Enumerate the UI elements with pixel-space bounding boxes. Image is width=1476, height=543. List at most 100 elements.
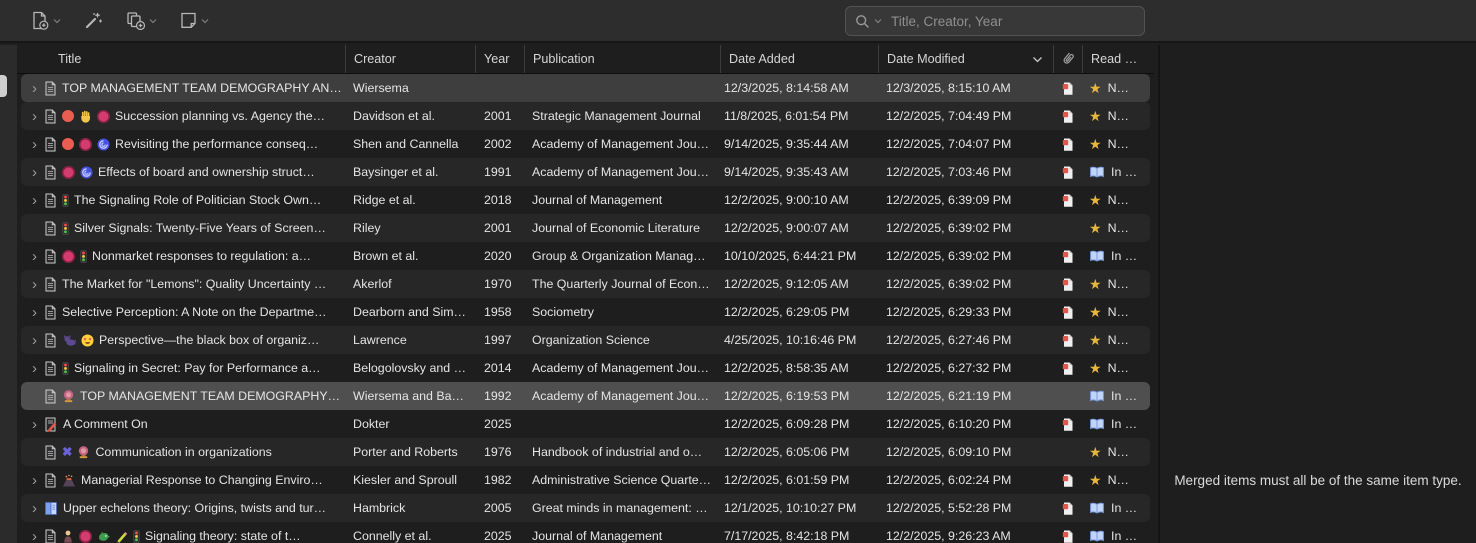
expand-chevron-icon[interactable]: › [32,360,37,376]
table-row[interactable]: › Perspective—the black box of organiz… La… [21,326,1150,354]
table-row[interactable]: › Revisiting the performance conseq… Shen … [21,130,1150,158]
read-status-star-icon: ★ [1089,333,1102,347]
table-row[interactable]: › Nonmarket responses to regulation: a… Br… [21,242,1150,270]
read-status[interactable]: In … [1082,529,1150,543]
collections-pane-tab[interactable] [0,75,7,97]
table-row[interactable]: › Signaling theory: state of t… Connelly e… [21,522,1150,543]
table-row[interactable]: TOP MANAGEMENT TEAM DEMOGRAPHY… Wiersema … [21,382,1150,410]
table-row[interactable]: › Effects of board and ownership struct… B… [21,158,1150,186]
table-row[interactable]: › Managerial Response to Changing Enviro…… [21,466,1150,494]
table-row[interactable]: › A Comment On Dokter 2025 12/2/2025, 6:09:2… [21,410,1150,438]
expand-chevron-icon[interactable]: › [32,276,37,292]
expand-chevron-icon[interactable]: › [32,416,37,432]
table-row[interactable]: › TOP MANAGEMENT TEAM DEMOGRAPHY AN… Wiers… [21,74,1150,102]
table-row[interactable]: › Upper echelons theory: Origins, twists … [21,494,1150,522]
column-header-read[interactable]: Read … [1082,45,1154,73]
item-title: A Comment On [63,417,148,431]
expand-chevron-icon[interactable]: › [32,500,37,516]
item-title: Revisiting the performance conseq… [115,137,319,151]
read-status[interactable]: ★ N… [1089,109,1129,123]
item-publication: Handbook of industrial and o… [532,445,703,459]
tag-cyclone-emoji-icon [80,166,93,179]
read-status[interactable]: ★ N… [1089,305,1129,319]
table-row[interactable]: › The Signaling Role of Politician Stock … [21,186,1150,214]
item-publication: Academy of Management Jou… [532,389,710,403]
search-input[interactable] [889,12,1135,30]
column-header-date-modified[interactable]: Date Modified [878,45,1053,73]
document-item-icon [44,137,57,152]
expand-chevron-icon[interactable]: › [32,136,37,152]
read-status-star-icon: ★ [1089,473,1102,487]
items-list: › TOP MANAGEMENT TEAM DEMOGRAPHY AN… Wiers… [17,74,1154,543]
new-item-button[interactable] [30,11,61,30]
column-header-title[interactable]: Title [58,52,82,66]
read-status-star-icon: ★ [1089,305,1102,319]
expand-chevron-icon[interactable]: › [32,164,37,180]
add-by-identifier-button[interactable] [83,11,103,30]
column-header-publication[interactable]: Publication [524,45,720,73]
read-status[interactable]: ★ N… [1089,221,1129,235]
read-status[interactable]: ★ N… [1089,277,1129,291]
tag-traffic-light-emoji-icon [133,529,140,543]
item-year: 2001 [484,221,512,235]
item-date-modified: 12/2/2025, 7:04:49 PM [886,109,1012,123]
read-status[interactable]: ★ N… [1089,137,1129,151]
document-item-icon [44,529,57,543]
read-status[interactable]: In … [1082,501,1150,515]
column-header-year[interactable]: Year [475,45,524,73]
expand-chevron-icon[interactable]: › [32,472,37,488]
expand-chevron-icon[interactable]: › [32,248,37,264]
table-row[interactable]: › Succession planning vs. Agency the… Davi… [21,102,1150,130]
read-status-star-icon: ★ [1089,361,1102,375]
read-status[interactable]: ★ N… [1089,333,1129,347]
table-row[interactable]: Silver Signals: Twenty-Five Years of Scr… [21,214,1150,242]
item-date-added: 12/2/2025, 9:12:05 AM [724,277,849,291]
tag-magenta-circle-icon [97,109,110,123]
new-note-button[interactable] [179,11,209,30]
item-date-modified: 12/2/2025, 6:39:02 PM [886,221,1012,235]
column-header-creator[interactable]: Creator [345,45,475,73]
chevron-down-icon[interactable] [874,18,882,24]
item-date-added: 12/3/2025, 8:14:58 AM [724,81,849,95]
read-status[interactable]: In … [1082,389,1150,403]
read-status[interactable]: ★ N… [1089,81,1129,95]
read-status-star-icon: ★ [1089,109,1102,123]
read-status[interactable]: ★ N… [1089,193,1129,207]
item-date-modified: 12/2/2025, 6:02:24 PM [886,473,1012,487]
item-date-added: 12/1/2025, 10:10:27 PM [724,501,857,515]
item-year: 2018 [484,193,512,207]
document-item-icon [44,473,57,488]
expand-chevron-icon[interactable]: › [32,80,37,96]
add-attachment-button[interactable] [125,11,157,30]
table-row[interactable]: › Selective Perception: A Note on the Dep… [21,298,1150,326]
column-header-date-added[interactable]: Date Added [720,45,878,73]
expand-chevron-icon[interactable]: › [32,528,37,543]
read-status[interactable]: ★ N… [1089,473,1129,487]
expand-chevron-icon[interactable]: › [32,108,37,124]
pane-divider[interactable] [1158,45,1160,543]
column-header-attachment[interactable] [1053,45,1082,73]
table-row[interactable]: ✖ Communication in organizations Porter an… [21,438,1150,466]
expand-chevron-icon[interactable]: › [32,332,37,348]
read-status[interactable]: In … [1082,165,1150,179]
read-status[interactable]: ★ N… [1089,361,1129,375]
item-publication: Academy of Management Jou… [532,137,710,151]
expand-chevron-icon[interactable]: › [32,192,37,208]
table-row[interactable]: › The Market for "Lemons": Quality Uncert… [21,270,1150,298]
pdf-attachment-icon [1062,305,1074,320]
item-date-added: 12/2/2025, 6:01:59 PM [724,473,850,487]
sort-desc-chevron-icon [1032,56,1043,63]
read-status-book-icon [1089,250,1105,263]
read-status[interactable]: In … [1082,417,1150,431]
read-status[interactable]: ★ N… [1089,445,1129,459]
search-box[interactable] [845,6,1145,36]
expand-chevron-icon[interactable]: › [32,304,37,320]
item-publication: Journal of Management [532,193,663,207]
item-date-modified: 12/2/2025, 6:39:09 PM [886,193,1012,207]
tag-magenta-circle-icon [62,165,75,179]
table-row[interactable]: › Signaling in Secret: Pay for Performanc… [21,354,1150,382]
read-status[interactable]: In … [1082,249,1150,263]
item-date-modified: 12/2/2025, 7:03:46 PM [886,165,1012,179]
merge-warning-text: Merged items must all be of the same ite… [1174,473,1462,488]
